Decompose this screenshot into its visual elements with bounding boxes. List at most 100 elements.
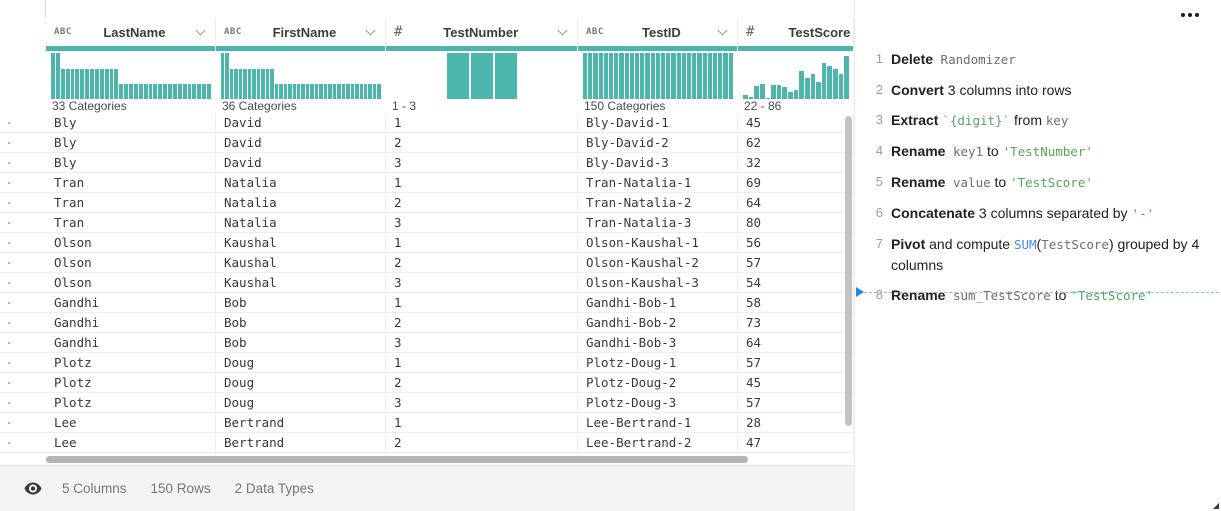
histogram-bar[interactable] [75, 69, 80, 99]
histogram-bar[interactable] [229, 69, 234, 99]
cell-lastname[interactable]: Lee [46, 433, 216, 452]
cell-firstname[interactable]: Kaushal [216, 273, 386, 292]
histogram-bar[interactable] [247, 69, 252, 99]
column-quality-bar[interactable] [46, 46, 216, 51]
cell-testid[interactable]: Gandhi-Bob-3 [578, 333, 738, 352]
cell-lastname[interactable]: Bly [46, 153, 216, 172]
histogram-bar[interactable] [609, 53, 614, 99]
histogram-bar[interactable] [619, 53, 624, 99]
histogram-bar[interactable] [624, 53, 629, 99]
histogram-bar[interactable] [447, 53, 469, 99]
column-summary-testid[interactable]: 150 Categories [584, 99, 666, 113]
histogram-bar[interactable] [288, 84, 292, 99]
histogram-bar[interactable] [833, 69, 838, 99]
histogram-bar[interactable] [252, 69, 256, 99]
cell-testscore[interactable]: 69 [738, 173, 854, 192]
cell-firstname[interactable]: Doug [216, 373, 386, 392]
recipe-insertion-marker[interactable] [855, 286, 1221, 298]
histogram-bar[interactable] [827, 66, 832, 99]
histogram-bar[interactable] [359, 84, 363, 99]
cell-firstname[interactable] [216, 453, 386, 456]
histogram-bar[interactable] [292, 84, 296, 99]
cell-testnumber[interactable]: 2 [386, 433, 578, 452]
cell-testid[interactable]: Tran-Natalia-3 [578, 213, 738, 232]
column-summary-testnumber[interactable]: 1 - 3 [392, 99, 417, 113]
histogram-bar[interactable] [265, 69, 270, 99]
histogram-bar[interactable] [51, 53, 55, 99]
histogram-bar[interactable] [748, 97, 754, 99]
histogram-bar[interactable] [301, 84, 305, 99]
column-header-testnumber[interactable]: # TestNumber [386, 18, 578, 46]
histogram-bar[interactable] [687, 53, 692, 99]
histogram-bar[interactable] [104, 69, 109, 99]
cell-testnumber[interactable]: 3 [386, 393, 578, 412]
histogram-bar[interactable] [368, 84, 372, 99]
column-quality-bar[interactable] [738, 46, 854, 51]
histogram-bar[interactable] [261, 69, 265, 99]
vertical-scrollbar[interactable] [845, 116, 852, 426]
histogram-bar[interactable] [129, 84, 133, 99]
histogram-bar[interactable] [655, 53, 661, 99]
histogram-bar[interactable] [771, 85, 776, 99]
histogram-bar[interactable] [645, 53, 650, 99]
cell-lastname[interactable]: Olson [46, 273, 216, 292]
cell-testid[interactable]: Plotz-Doug-3 [578, 393, 738, 412]
cell-testid[interactable]: Plotz-Doug-2 [578, 373, 738, 392]
cell-testnumber[interactable]: 2 [386, 193, 578, 212]
histogram-bar[interactable] [192, 84, 197, 99]
recipe-step[interactable]: 3 Extract `{digit}` from key [855, 105, 1221, 136]
cell-testscore[interactable]: 56 [738, 233, 854, 252]
column-header-lastname[interactable]: ABC LastName [46, 18, 216, 46]
column-header-testscore[interactable]: # TestScore [738, 18, 854, 46]
cell-firstname[interactable]: David [216, 153, 386, 172]
cell-firstname[interactable]: Bob [216, 333, 386, 352]
cell-lastname[interactable] [46, 453, 216, 456]
cell-firstname[interactable]: Doug [216, 393, 386, 412]
histogram-bar[interactable] [844, 56, 849, 99]
histogram-bar[interactable] [99, 69, 104, 99]
histogram-bar[interactable] [168, 84, 172, 99]
row-marker-dot[interactable] [8, 122, 10, 124]
histogram-bar[interactable] [94, 69, 99, 99]
histogram-bar[interactable] [838, 74, 844, 99]
histogram-bar[interactable] [697, 53, 702, 99]
cell-testscore[interactable]: 64 [738, 193, 854, 212]
cell-testscore[interactable]: 80 [738, 213, 854, 232]
cell-testnumber[interactable]: 2 [386, 373, 578, 392]
histogram-bar[interactable] [305, 84, 310, 99]
histogram-bar[interactable] [138, 84, 143, 99]
histogram-bar[interactable] [243, 69, 247, 99]
status-row-count[interactable]: 150 Rows [150, 481, 211, 496]
histogram-bar[interactable] [364, 84, 368, 99]
histogram-bar[interactable] [713, 53, 718, 99]
cell-testscore[interactable]: 45 [738, 113, 854, 132]
row-marker-dot[interactable] [8, 402, 10, 404]
histogram-bar[interactable] [225, 53, 229, 99]
histogram-bar[interactable] [341, 84, 346, 99]
histogram-bar[interactable] [90, 69, 94, 99]
histogram-bar[interactable] [816, 82, 821, 99]
histogram-bar[interactable] [650, 53, 655, 99]
row-marker-dot[interactable] [8, 242, 10, 244]
histogram-bar[interactable] [765, 98, 771, 99]
cell-lastname[interactable]: Olson [46, 233, 216, 252]
cell-testnumber[interactable]: 3 [386, 153, 578, 172]
column-quality-bar[interactable] [578, 46, 738, 51]
cell-testnumber[interactable]: 1 [386, 353, 578, 372]
histogram-bar[interactable] [187, 84, 192, 99]
row-marker-dot[interactable] [8, 422, 10, 424]
cell-testscore[interactable]: 73 [738, 313, 854, 332]
histogram-bar[interactable] [143, 84, 148, 99]
histogram-bar[interactable] [310, 84, 314, 99]
histogram-bar[interactable] [355, 84, 359, 99]
cell-testnumber[interactable]: 2 [386, 253, 578, 272]
cell-testid[interactable]: Lee-Bertrand-1 [578, 413, 738, 432]
row-marker-dot[interactable] [8, 262, 10, 264]
cell-testnumber[interactable]: 2 [386, 313, 578, 332]
row-marker-dot[interactable] [8, 302, 10, 304]
row-marker-dot[interactable] [8, 202, 10, 204]
cell-testscore[interactable]: 57 [738, 393, 854, 412]
recipe-step[interactable]: 6 Concatenate 3 columns separated by '-' [855, 198, 1221, 229]
histogram-bar[interactable] [119, 84, 124, 99]
row-marker-dot[interactable] [8, 142, 10, 144]
